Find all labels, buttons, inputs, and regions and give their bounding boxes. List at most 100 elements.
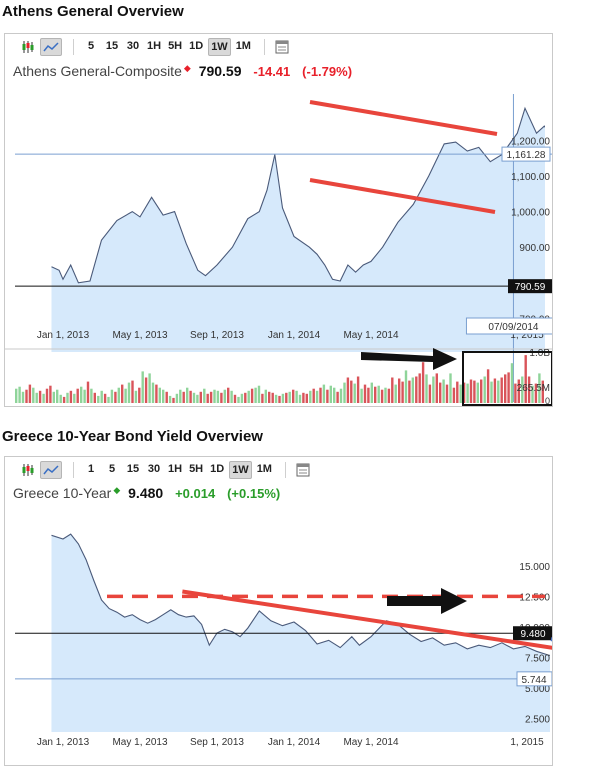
athens-volume-bar — [168, 395, 172, 403]
greece-interval-5h[interactable]: 5H — [189, 462, 204, 475]
athens-volume-bar — [401, 381, 404, 403]
athens-chart-svg[interactable]: 1,200.001,100.001,000.00900.00700.001,16… — [5, 34, 552, 406]
athens-section-title: Athens General Overview — [2, 3, 184, 20]
athens-volume-bar — [83, 389, 86, 403]
athens-volume-bar — [504, 374, 507, 403]
athens-volume-bar — [462, 382, 466, 403]
greece-black-arrow — [387, 588, 467, 614]
athens-volume-bar — [541, 380, 544, 403]
greece-interval-5[interactable]: 5 — [108, 462, 116, 475]
greece-y-tick-label: 2.500 — [525, 714, 550, 725]
athens-volume-bar — [466, 383, 469, 403]
athens-interval-1d[interactable]: 1D — [189, 39, 204, 52]
athens-volume-bar — [264, 389, 267, 403]
athens-volume-bar — [179, 389, 182, 403]
athens-volume-bar — [25, 389, 28, 403]
athens-toolbar: 5 15 30 1H 5H 1D 1W 1M — [5, 34, 552, 59]
athens-volume-bar — [380, 389, 384, 403]
candlestick-icon[interactable] — [19, 462, 37, 478]
athens-interval-5h[interactable]: 5H — [168, 39, 183, 52]
athens-volume-bar — [261, 393, 264, 403]
athens-volume-bar — [42, 393, 45, 403]
athens-volume-bar — [155, 384, 158, 403]
athens-volume-bar — [497, 380, 500, 403]
athens-interval-1m[interactable]: 1M — [235, 39, 251, 52]
greece-x-tick-label: May 1, 2014 — [343, 737, 398, 748]
greece-change: +0.014 — [175, 486, 216, 501]
athens-volume-bar — [35, 392, 38, 403]
athens-x-tick-label: Jan 1, 2014 — [268, 330, 321, 341]
athens-volume-bar — [394, 384, 397, 403]
greece-interval-15[interactable]: 15 — [126, 462, 140, 475]
athens-volume-bar — [278, 395, 281, 403]
greece-interval-1w[interactable]: 1W — [229, 460, 252, 479]
athens-volume-bar — [486, 369, 490, 403]
athens-volume-bar — [230, 390, 233, 403]
down-arrow-icon: ◆ — [183, 63, 191, 73]
athens-volume-bar — [319, 387, 322, 403]
greece-interval-1m[interactable]: 1M — [256, 462, 272, 475]
athens-volume-bar — [288, 391, 291, 403]
greece-y-tick-label: 5.000 — [525, 684, 550, 695]
greece-yield-line — [51, 533, 550, 656]
athens-volume-bar — [442, 379, 445, 403]
athens-volume-bar — [121, 384, 124, 403]
athens-volume-bar — [356, 376, 360, 403]
greece-crosshair-value-box — [516, 671, 552, 687]
athens-volume-bar — [363, 384, 367, 403]
athens-price-line — [51, 106, 545, 284]
settings-window-icon[interactable] — [294, 462, 312, 478]
athens-volume-bar — [302, 392, 305, 403]
athens-volume-bar — [421, 362, 425, 403]
athens-last-value-box — [508, 279, 552, 294]
athens-volume-bar — [452, 387, 456, 403]
greece-x-tick-label: May 1, 2013 — [112, 737, 167, 748]
greece-interval-1[interactable]: 1 — [87, 462, 95, 475]
athens-volume-bar — [360, 388, 363, 403]
athens-volume-bar — [182, 391, 185, 403]
line-chart-icon[interactable] — [40, 460, 62, 479]
greece-interval-1d[interactable]: 1D — [210, 462, 225, 475]
greece-last-value: 9.480 — [520, 629, 545, 640]
athens-volume-bar — [298, 394, 302, 403]
athens-volume-bar — [175, 393, 179, 403]
candlestick-icon[interactable] — [19, 39, 37, 55]
athens-volume-bar — [151, 382, 155, 403]
athens-interval-15[interactable]: 15 — [105, 39, 119, 52]
greece-interval-30[interactable]: 30 — [147, 462, 161, 475]
athens-price-area — [51, 108, 545, 352]
settings-window-icon[interactable] — [273, 39, 291, 55]
athens-volume-bar — [32, 387, 35, 403]
athens-volume-bar — [514, 383, 517, 403]
athens-interval-1w[interactable]: 1W — [208, 37, 231, 56]
athens-volume-bar — [322, 384, 326, 403]
line-chart-icon[interactable] — [40, 37, 62, 56]
athens-volume-bar — [459, 384, 462, 403]
athens-volume-bar — [186, 387, 189, 403]
athens-y-tick-label: 1,100.00 — [511, 172, 550, 183]
athens-y-tick-label: 900.00 — [519, 243, 550, 254]
athens-volume-bar — [162, 389, 165, 403]
athens-volume-bar — [425, 374, 428, 403]
athens-interval-30[interactable]: 30 — [126, 39, 140, 52]
greece-chart-svg[interactable]: 15.00012.50010.0007.5005.0002.5009.4805.… — [5, 457, 552, 765]
athens-interval-5[interactable]: 5 — [87, 39, 95, 52]
athens-volume-bar — [271, 392, 274, 403]
athens-x-tick-label: 1, 2015 — [510, 330, 544, 341]
athens-volume-bar — [138, 387, 141, 403]
athens-volume-bar — [384, 387, 387, 403]
athens-volume-bar — [415, 376, 418, 403]
athens-volume-bar — [141, 371, 144, 403]
athens-volume-highlight-box — [462, 351, 552, 406]
athens-quote: Athens General-Composite ◆ 790.59 -14.41 … — [13, 63, 352, 79]
athens-volume-bar — [52, 391, 55, 403]
athens-volume-bar — [507, 372, 510, 403]
athens-interval-1h[interactable]: 1H — [147, 39, 162, 52]
athens-volume-bar — [312, 388, 315, 403]
greece-chart-panel: 1 5 15 30 1H 5H 1D 1W 1M Greece 10-Year ◆ 9.480 +… — [4, 456, 553, 766]
athens-change: -14.41 — [253, 64, 291, 79]
athens-crosshair-date-box — [465, 317, 552, 335]
greece-x-tick-label: Jan 1, 2013 — [37, 737, 90, 748]
athens-volume-bar — [100, 390, 103, 403]
greece-interval-1h[interactable]: 1H — [168, 462, 183, 475]
